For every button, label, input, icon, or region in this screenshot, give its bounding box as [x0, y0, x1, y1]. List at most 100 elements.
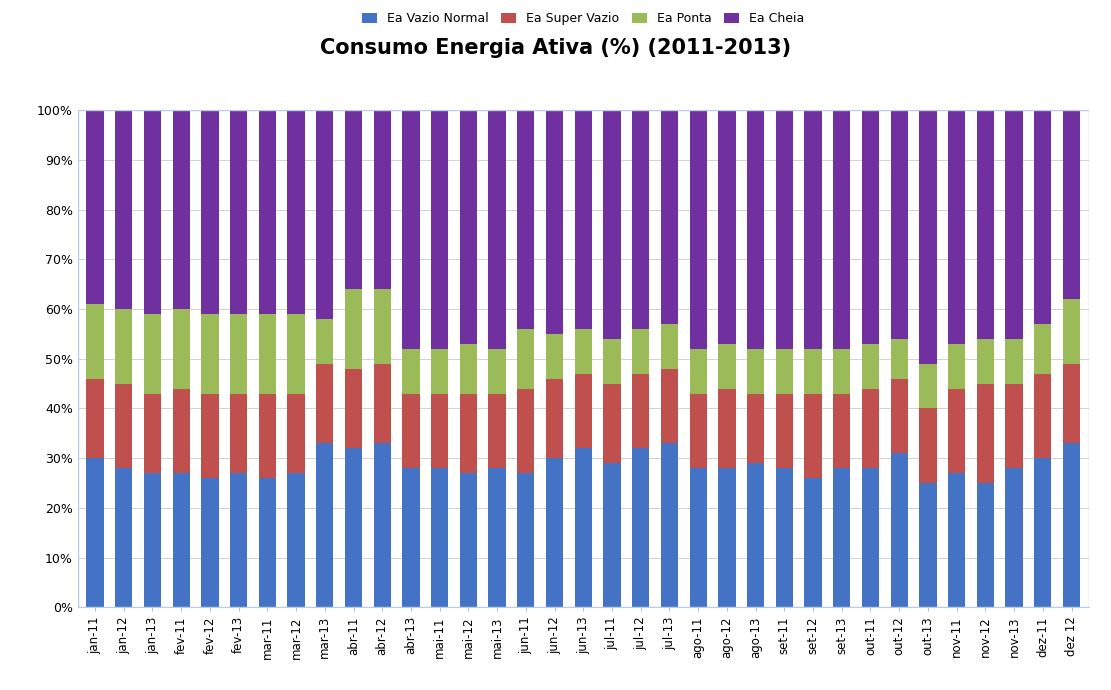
Bar	[431, 468, 448, 607]
Bar	[804, 349, 822, 393]
Bar	[690, 393, 707, 468]
Bar	[603, 463, 621, 607]
Bar	[775, 349, 793, 393]
Bar	[460, 110, 477, 344]
Bar	[891, 339, 908, 379]
Bar	[862, 388, 879, 468]
Bar	[1063, 299, 1080, 364]
Bar	[747, 349, 764, 393]
Bar	[891, 110, 908, 339]
Bar	[919, 364, 937, 408]
Bar	[919, 408, 937, 483]
Bar	[747, 463, 764, 607]
Bar	[546, 379, 563, 458]
Bar	[259, 314, 276, 393]
Bar	[460, 393, 477, 473]
Bar	[833, 468, 850, 607]
Bar	[603, 110, 621, 339]
Bar	[518, 473, 534, 607]
Bar	[230, 473, 248, 607]
Bar	[317, 443, 333, 607]
Bar	[518, 388, 534, 473]
Bar	[603, 339, 621, 384]
Bar	[87, 458, 103, 607]
Bar	[259, 478, 276, 607]
Bar	[948, 473, 965, 607]
Bar	[460, 344, 477, 393]
Bar	[546, 458, 563, 607]
Bar	[574, 374, 592, 448]
Bar	[87, 110, 103, 304]
Bar	[172, 110, 190, 309]
Bar	[977, 110, 994, 339]
Bar	[833, 393, 850, 468]
Bar	[632, 448, 649, 607]
Bar	[489, 110, 506, 349]
Bar	[402, 349, 420, 393]
Bar	[344, 448, 362, 607]
Bar	[1034, 324, 1051, 374]
Bar	[172, 309, 190, 388]
Bar	[317, 319, 333, 364]
Bar	[172, 473, 190, 607]
Bar	[862, 344, 879, 388]
Bar	[833, 349, 850, 393]
Bar	[344, 110, 362, 289]
Bar	[143, 473, 161, 607]
Bar	[317, 110, 333, 319]
Bar	[804, 393, 822, 478]
Bar	[804, 110, 822, 349]
Bar	[546, 334, 563, 379]
Bar	[143, 110, 161, 314]
Bar	[775, 468, 793, 607]
Bar	[948, 110, 965, 344]
Bar	[690, 110, 707, 349]
Bar	[344, 289, 362, 368]
Bar	[747, 110, 764, 349]
Bar	[690, 349, 707, 393]
Bar	[603, 384, 621, 463]
Bar	[288, 314, 304, 393]
Bar	[116, 384, 132, 468]
Bar	[632, 374, 649, 448]
Bar	[116, 110, 132, 309]
Bar	[230, 393, 248, 473]
Bar	[574, 448, 592, 607]
Bar	[87, 379, 103, 458]
Bar	[747, 393, 764, 463]
Bar	[431, 393, 448, 468]
Bar	[431, 349, 448, 393]
Bar	[661, 368, 678, 443]
Bar	[977, 339, 994, 384]
Bar	[862, 110, 879, 344]
Bar	[719, 344, 735, 388]
Bar	[661, 324, 678, 368]
Bar	[373, 364, 391, 443]
Bar	[489, 468, 506, 607]
Bar	[719, 110, 735, 344]
Bar	[143, 314, 161, 393]
Bar	[230, 314, 248, 393]
Bar	[977, 384, 994, 483]
Bar	[1034, 458, 1051, 607]
Bar	[804, 478, 822, 607]
Bar	[201, 393, 219, 478]
Bar	[948, 388, 965, 473]
Bar	[402, 393, 420, 468]
Bar	[116, 309, 132, 384]
Bar	[1063, 443, 1080, 607]
Bar	[201, 110, 219, 314]
Bar	[288, 473, 304, 607]
Bar	[402, 468, 420, 607]
Bar	[143, 393, 161, 473]
Bar	[78, 110, 1089, 607]
Bar	[1034, 374, 1051, 458]
Bar	[1005, 384, 1023, 468]
Bar	[288, 110, 304, 314]
Bar	[775, 393, 793, 468]
Bar	[775, 110, 793, 349]
Bar	[891, 453, 908, 607]
Bar	[862, 468, 879, 607]
Bar	[518, 110, 534, 329]
Bar	[373, 289, 391, 364]
